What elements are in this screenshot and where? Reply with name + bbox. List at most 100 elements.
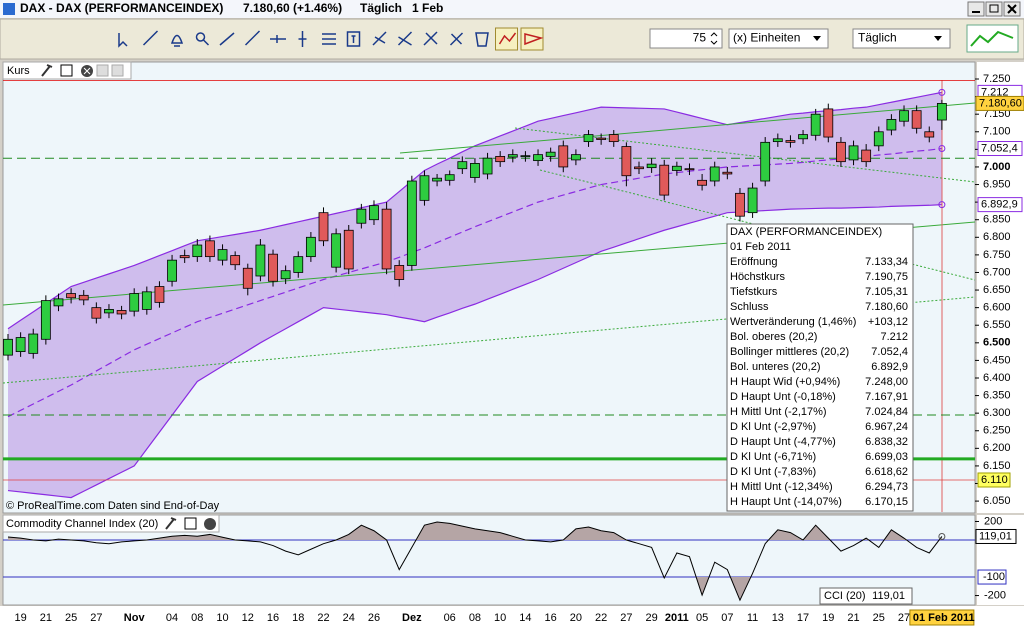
x-tick-label: 13 — [772, 612, 784, 624]
panel-label: Kurs — [7, 65, 30, 77]
info-row-label: D Kl Unt (-6,71%) — [730, 451, 816, 463]
tool-button[interactable] — [113, 28, 135, 50]
info-row-label: D Kl Unt (-2,97%) — [730, 421, 816, 433]
candle-body — [406, 180, 417, 266]
info-row-label: H Mittl Unt (-2,17%) — [730, 406, 827, 418]
units-dropdown[interactable] — [728, 28, 829, 49]
x-tick-label: 26 — [368, 612, 380, 624]
x-tick-label: 08 — [469, 612, 481, 624]
candle-body — [533, 154, 543, 162]
candle-body — [836, 141, 846, 163]
x-axis-area — [0, 606, 1024, 632]
candle-body — [760, 141, 771, 182]
candle-body — [268, 253, 278, 282]
alert-value-label: 6.110 — [981, 474, 1008, 486]
restore-button[interactable] — [985, 1, 1003, 17]
cci-line — [7, 521, 943, 602]
candle-body — [192, 244, 203, 258]
units-count: 75 — [693, 31, 707, 45]
info-row-value: 7.105,31 — [865, 286, 908, 298]
info-row-value: 6.618,62 — [865, 466, 908, 478]
candle-body — [684, 168, 695, 171]
move-up-icon[interactable] — [96, 64, 109, 77]
cci-overbought-fill — [8, 522, 942, 540]
move-down-icon[interactable] — [111, 64, 124, 77]
band-value-box — [977, 141, 1023, 157]
candle-body — [911, 110, 922, 129]
restore-glyph — [989, 4, 999, 13]
info-row-value: 6.170,15 — [865, 496, 908, 508]
maximize-icon[interactable] — [184, 517, 197, 530]
candle-body — [141, 291, 152, 310]
info-row-label: D Haupt Unt (-0,18%) — [730, 391, 836, 403]
settings-icon[interactable] — [41, 64, 53, 77]
bollinger-line — [7, 204, 942, 499]
y-tick-label: 6.200 — [983, 442, 1011, 454]
window-price: 7.180,60 (+1.46%) — [243, 1, 342, 15]
price-axis-area — [977, 62, 1024, 513]
y-tick-label: 6.400 — [983, 372, 1011, 384]
band-end-marker — [938, 201, 946, 209]
tool-button[interactable] — [164, 28, 186, 50]
period-dropdown[interactable] — [852, 28, 951, 49]
minimize-button[interactable] — [967, 1, 985, 17]
candle-body — [3, 338, 13, 356]
candle-body — [621, 146, 632, 177]
units-count-input[interactable] — [649, 28, 723, 49]
y-tick-label: 7.000 — [983, 161, 1011, 173]
dropdown-arrow — [934, 36, 942, 41]
info-row-label: Wertveränderung (1,46%) — [730, 316, 856, 328]
y-tick-label: 6.950 — [983, 178, 1011, 190]
candle-body — [735, 192, 745, 217]
candle-body — [697, 179, 707, 186]
candle-body — [154, 286, 165, 303]
x-tick-label: 16 — [545, 612, 557, 624]
cci-axis: 200 -200 -100 119,01 — [975, 515, 1017, 601]
app-icon — [3, 3, 15, 15]
candle-body — [899, 110, 909, 122]
x-tick-label: 18 — [292, 612, 304, 624]
settings-icon[interactable] — [165, 517, 177, 530]
candle-body — [457, 161, 468, 170]
candle-body — [583, 134, 594, 143]
x-tick-label: Nov — [124, 612, 146, 624]
candle-body — [28, 333, 39, 354]
tool-glyph — [118, 33, 128, 48]
info-row-value: 6.967,24 — [865, 421, 908, 433]
x-tick-label: 12 — [242, 612, 254, 624]
tool-glyph — [397, 31, 413, 46]
x-tick-label: 27 — [90, 612, 102, 624]
x-tick-label: 21 — [40, 612, 52, 624]
price-axis: 6.0506.1006.1506.2006.2506.3006.3506.400… — [975, 73, 1024, 507]
x-tick-label: 14 — [519, 612, 531, 624]
candle-body — [709, 166, 720, 182]
x-tick-label: 10 — [216, 612, 228, 624]
tool-glyph — [423, 31, 438, 46]
y-tick-label: 6.850 — [983, 214, 1011, 226]
cci-title: Commodity Channel Index (20) — [6, 518, 158, 530]
tool-button[interactable] — [189, 28, 212, 50]
candle-body — [129, 293, 140, 312]
candle-body — [722, 171, 733, 175]
window-date: 1 Feb — [412, 1, 443, 15]
candle-body — [924, 131, 935, 138]
tool-button[interactable] — [520, 27, 544, 51]
candle-body — [823, 108, 834, 138]
maximize-icon[interactable] — [60, 64, 73, 77]
tool-glyph — [524, 33, 544, 46]
y-tick-label: 6.300 — [983, 407, 1011, 419]
tool-glyph — [244, 30, 261, 46]
candle-body — [810, 113, 821, 136]
spinner[interactable] — [710, 32, 718, 45]
info-row-label: Bol. unteres (20,2) — [730, 361, 821, 373]
tool-glyph — [298, 31, 307, 47]
x-tick-label: 16 — [267, 612, 279, 624]
x-tick-label: 27 — [898, 612, 910, 624]
candle-body — [381, 208, 392, 270]
x-tick-label: Dez — [402, 612, 422, 624]
x-tick-label: 01 Feb 2011 — [913, 612, 975, 624]
copyright: © ProRealTime.com Daten sind End-of-Day — [6, 500, 220, 512]
info-row-value: 7.180,60 — [865, 301, 908, 313]
close-icon[interactable] — [204, 518, 216, 530]
candle-body — [394, 265, 405, 280]
